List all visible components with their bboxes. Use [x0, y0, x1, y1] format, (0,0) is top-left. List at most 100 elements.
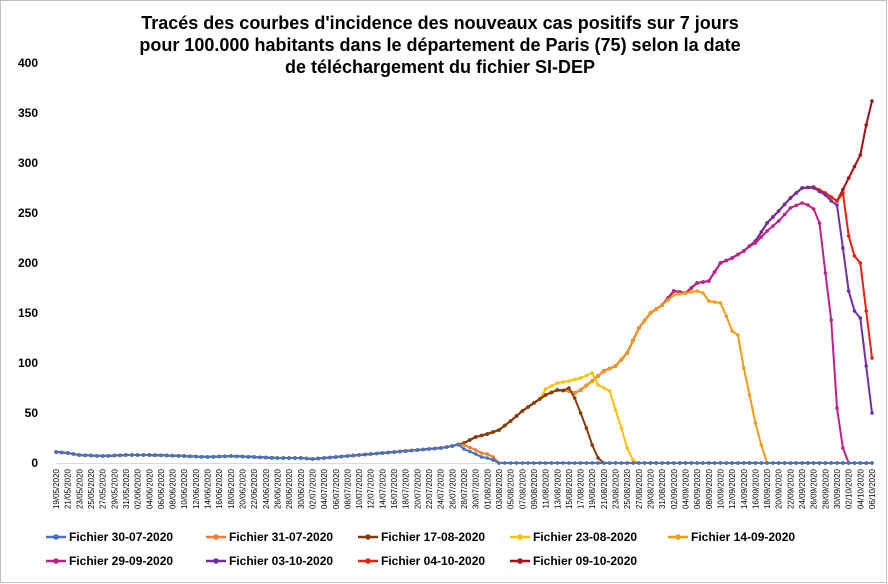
x-tick-label: 30/06/2020	[297, 468, 306, 509]
data-point	[829, 195, 833, 199]
legend-swatch-marker	[365, 558, 371, 564]
x-tick-label: 24/06/2020	[262, 468, 271, 509]
x-tick-label: 04/10/2020	[856, 468, 865, 509]
data-point	[625, 351, 629, 355]
x-tick-label: 28/07/2020	[460, 468, 469, 509]
data-point	[689, 286, 694, 290]
data-point	[800, 461, 804, 465]
data-point	[485, 452, 490, 456]
data-point	[578, 411, 583, 415]
data-point	[742, 249, 746, 253]
data-point	[398, 449, 402, 454]
legend-swatch-marker	[365, 534, 371, 540]
data-point	[765, 229, 769, 233]
data-point	[328, 455, 332, 460]
legend-item: Fichier 23-08-2020	[510, 530, 637, 544]
data-point	[368, 452, 373, 456]
data-point	[479, 433, 484, 438]
data-point	[590, 379, 594, 383]
x-tick-label: 04/09/2020	[682, 468, 691, 509]
data-point	[77, 453, 82, 457]
x-tick-label: 24/09/2020	[798, 468, 807, 509]
x-tick-label: 06/07/2020	[332, 468, 341, 509]
legend-item: Fichier 04-10-2020	[358, 554, 485, 568]
data-point	[852, 164, 857, 169]
data-point	[759, 443, 764, 447]
data-point	[543, 387, 548, 391]
data-point	[339, 454, 344, 459]
data-point	[683, 461, 688, 465]
x-tick-label: 02/07/2020	[309, 468, 318, 509]
x-tick-label: 16/07/2020	[390, 468, 399, 509]
data-point	[514, 461, 519, 465]
data-point	[503, 461, 507, 465]
data-point	[823, 461, 828, 465]
legend-label: Fichier 29-09-2020	[69, 554, 173, 568]
data-point	[811, 461, 816, 465]
series-line	[55, 185, 873, 461]
x-tick-label: 09/08/2020	[530, 468, 539, 509]
data-point	[491, 458, 495, 462]
data-point	[811, 207, 816, 211]
data-point	[473, 435, 478, 439]
data-point	[403, 449, 408, 453]
x-tick-label: 22/09/2020	[786, 468, 795, 509]
data-point	[613, 408, 618, 412]
data-point	[561, 380, 565, 384]
x-tick-label: 19/08/2020	[588, 468, 597, 509]
data-point	[456, 442, 461, 447]
data-point	[712, 270, 717, 274]
x-tick-label: 23/08/2020	[612, 468, 621, 509]
data-point	[532, 401, 536, 405]
data-point	[590, 371, 594, 375]
data-point	[281, 456, 286, 460]
data-point	[468, 438, 472, 442]
data-point	[858, 316, 863, 320]
data-point	[817, 189, 822, 194]
data-point	[648, 461, 653, 465]
data-point	[870, 356, 874, 360]
data-point	[718, 461, 723, 465]
data-point	[695, 289, 699, 293]
data-point	[806, 461, 810, 465]
data-point	[695, 281, 699, 285]
x-tick-label: 02/09/2020	[670, 468, 679, 509]
data-point	[794, 191, 798, 195]
y-tick-label: 250	[18, 206, 38, 220]
data-point	[835, 406, 839, 410]
series-line	[55, 186, 873, 461]
data-point	[549, 461, 554, 465]
data-point	[555, 388, 560, 392]
data-point	[334, 455, 338, 459]
data-point	[322, 456, 326, 460]
data-point	[520, 409, 525, 413]
x-tick-label: 21/05/2020	[64, 468, 73, 509]
data-point	[473, 452, 478, 456]
x-tick-label: 28/06/2020	[285, 468, 294, 509]
data-point	[100, 454, 105, 458]
data-point	[240, 454, 245, 459]
data-point	[386, 450, 391, 455]
data-point	[637, 461, 641, 465]
data-point	[246, 455, 251, 459]
data-point	[846, 461, 851, 465]
data-point	[485, 456, 490, 460]
data-point	[718, 301, 723, 305]
series-line	[55, 100, 873, 461]
x-tick-label: 25/08/2020	[623, 468, 632, 509]
data-point	[468, 445, 472, 450]
data-point	[182, 454, 186, 458]
x-tick-label: 16/09/2020	[751, 468, 760, 509]
legend-item: Fichier 14-09-2020	[668, 530, 795, 544]
data-point	[526, 461, 530, 465]
y-tick-label: 200	[18, 256, 38, 270]
chart-title-line-3: de téléchargement du fichier SI-DEP	[284, 57, 596, 77]
data-point	[194, 454, 198, 459]
data-point	[642, 461, 647, 465]
data-point	[561, 388, 565, 393]
data-point	[95, 454, 99, 458]
x-tick-label: 12/09/2020	[728, 468, 737, 509]
data-point	[555, 381, 560, 385]
data-point	[578, 388, 583, 392]
data-point	[835, 461, 839, 465]
